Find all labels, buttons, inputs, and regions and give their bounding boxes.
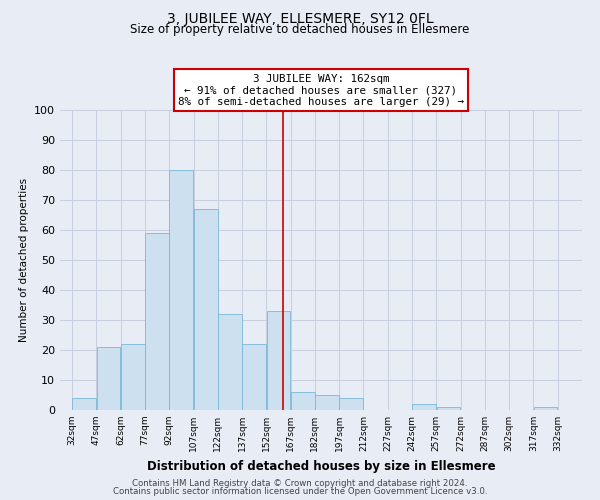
Bar: [194, 209, 218, 410]
Bar: [266, 311, 290, 410]
Text: 3 JUBILEE WAY: 162sqm
← 91% of detached houses are smaller (327)
8% of semi-deta: 3 JUBILEE WAY: 162sqm ← 91% of detached …: [178, 74, 464, 107]
Bar: [533, 407, 557, 410]
Text: Contains public sector information licensed under the Open Government Licence v3: Contains public sector information licen…: [113, 487, 487, 496]
Y-axis label: Number of detached properties: Number of detached properties: [19, 178, 29, 342]
Bar: [97, 347, 121, 410]
Bar: [169, 170, 193, 410]
Bar: [145, 233, 169, 410]
Bar: [242, 344, 266, 410]
Text: 3, JUBILEE WAY, ELLESMERE, SY12 0FL: 3, JUBILEE WAY, ELLESMERE, SY12 0FL: [167, 12, 433, 26]
Bar: [121, 344, 145, 410]
Bar: [315, 395, 339, 410]
Bar: [412, 404, 436, 410]
Bar: [218, 314, 242, 410]
Bar: [340, 398, 363, 410]
Text: Contains HM Land Registry data © Crown copyright and database right 2024.: Contains HM Land Registry data © Crown c…: [132, 478, 468, 488]
Text: Size of property relative to detached houses in Ellesmere: Size of property relative to detached ho…: [130, 22, 470, 36]
Bar: [73, 398, 96, 410]
Bar: [291, 392, 314, 410]
X-axis label: Distribution of detached houses by size in Ellesmere: Distribution of detached houses by size …: [146, 460, 496, 472]
Bar: [437, 407, 460, 410]
